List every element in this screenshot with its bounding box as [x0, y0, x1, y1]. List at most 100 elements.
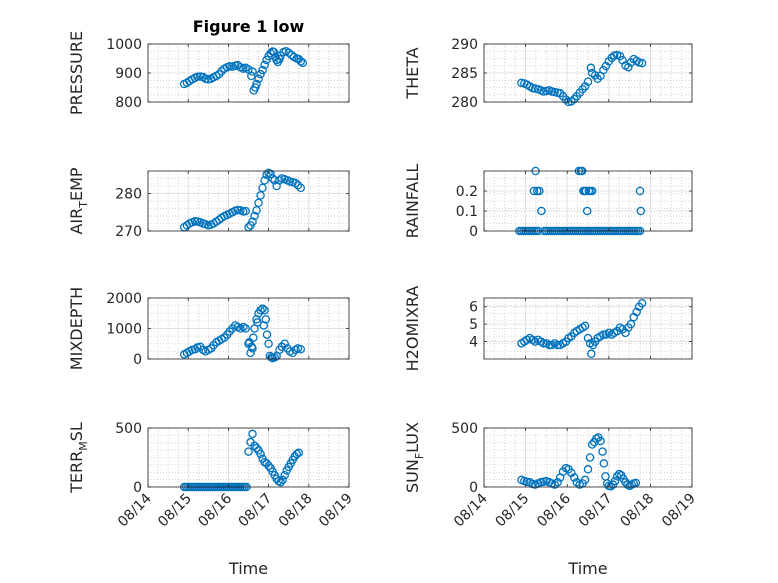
data-point — [293, 180, 303, 190]
data-point — [626, 319, 636, 329]
data-point — [233, 205, 242, 215]
data-point — [252, 206, 261, 215]
y-tick-label: 0 — [133, 480, 142, 496]
data-point — [260, 60, 269, 70]
y-tick-label: 0 — [133, 352, 142, 368]
y-tick-label: 6 — [469, 300, 478, 316]
data-point — [553, 340, 562, 350]
data-point — [248, 217, 257, 226]
data-point — [298, 58, 308, 68]
data-point — [256, 191, 265, 200]
y-axis-label: PRESSURE — [67, 31, 86, 115]
data-point — [190, 344, 200, 354]
y-axis-label: H2OMIXRA — [403, 286, 422, 372]
x-tick-label: 08/18 — [617, 491, 657, 531]
subplot-sunflux: 0 500 08/14 08/15 08/16 08/17 08/18 08/19 SUNFLU… — [403, 421, 699, 578]
data-point — [587, 349, 596, 359]
data-point — [570, 473, 579, 482]
data-point — [580, 321, 590, 331]
x-tick-label: 08/14 — [451, 490, 491, 530]
data-point — [260, 176, 269, 185]
data-point — [246, 348, 255, 358]
y-tick-label: 500 — [451, 421, 478, 437]
data-point — [262, 330, 272, 339]
data-point — [545, 340, 554, 350]
y-tick-label: 285 — [451, 66, 478, 82]
data-point — [578, 323, 587, 332]
y-tick-label: 5 — [469, 317, 478, 333]
data-point — [258, 304, 267, 313]
data-point — [244, 447, 253, 456]
data-point — [637, 58, 647, 68]
x-tick-label: 08/17 — [236, 491, 276, 531]
x-axis-label: Time — [228, 559, 268, 578]
x-tick-label: 08/19 — [659, 491, 699, 531]
data-point — [248, 344, 257, 353]
x-tick-label: 08/18 — [276, 491, 316, 531]
x-tick-label: 08/19 — [316, 491, 356, 531]
data-point — [256, 305, 265, 315]
data-point — [587, 186, 597, 196]
data-point — [258, 183, 267, 193]
chart-title: Figure 1 low — [193, 17, 305, 36]
data-point — [275, 176, 284, 185]
x-tick-label: 08/15 — [155, 491, 195, 531]
subplot-terrmsl: 0 500 08/14 08/15 08/16 08/17 08/18 08/19 TERRMS… — [67, 421, 356, 578]
data-point — [599, 330, 608, 339]
axes-box — [483, 297, 693, 360]
data-point — [599, 459, 609, 468]
data-point — [632, 56, 641, 66]
data-point — [637, 298, 647, 308]
data-point — [624, 62, 633, 72]
data-point — [596, 436, 605, 446]
subplot-pressure: 800 900 1000 PRESSURE Figure 1 low — [67, 17, 350, 115]
data-point — [294, 448, 303, 458]
y-tick-label: 0 — [469, 480, 478, 496]
subplot-airtemp: 270 280 AIRTEMP — [67, 167, 350, 240]
y-axis-label: AIRTEMP — [67, 167, 90, 234]
y-tick-label: 1000 — [106, 322, 142, 338]
data-point — [598, 447, 607, 456]
data-point — [529, 186, 539, 196]
data-point — [217, 67, 226, 76]
x-tick-label: 08/16 — [195, 490, 235, 530]
data-point — [610, 476, 620, 486]
data-point — [296, 57, 306, 66]
x-tick-label: 08/15 — [493, 491, 533, 531]
data-point — [280, 470, 289, 480]
data-point — [269, 47, 279, 57]
data-point — [198, 72, 208, 82]
data-point — [606, 482, 616, 491]
data-point — [248, 67, 257, 76]
data-point — [225, 62, 234, 71]
y-tick-label: 1000 — [106, 37, 142, 53]
y-tick-label: 270 — [115, 224, 142, 240]
subplot-rainfall: 0 0.1 0.2 RAINFALL — [403, 164, 693, 240]
data-point — [260, 305, 269, 315]
data-point — [581, 186, 591, 196]
data-point — [587, 440, 597, 449]
x-tick-label: 08/16 — [534, 490, 574, 530]
data-point — [583, 333, 593, 343]
data-point — [278, 475, 287, 485]
y-tick-label: 280 — [115, 187, 142, 203]
data-point — [536, 337, 546, 346]
data-point — [561, 95, 571, 104]
data-point — [635, 186, 645, 196]
data-point — [280, 339, 289, 348]
y-tick-label: 800 — [115, 95, 142, 111]
y-tick-label: 900 — [115, 66, 142, 82]
data-point — [615, 323, 625, 332]
data-point — [296, 344, 306, 354]
data-point — [537, 206, 546, 216]
x-axis-label: Time — [567, 559, 607, 578]
data-point — [193, 72, 202, 82]
data-point — [248, 429, 257, 439]
data-point — [528, 335, 537, 345]
data-point — [632, 307, 641, 317]
data-point — [256, 69, 265, 79]
y-axis-label: TERRMSL — [67, 422, 90, 494]
y-tick-label: 0 — [469, 224, 478, 240]
